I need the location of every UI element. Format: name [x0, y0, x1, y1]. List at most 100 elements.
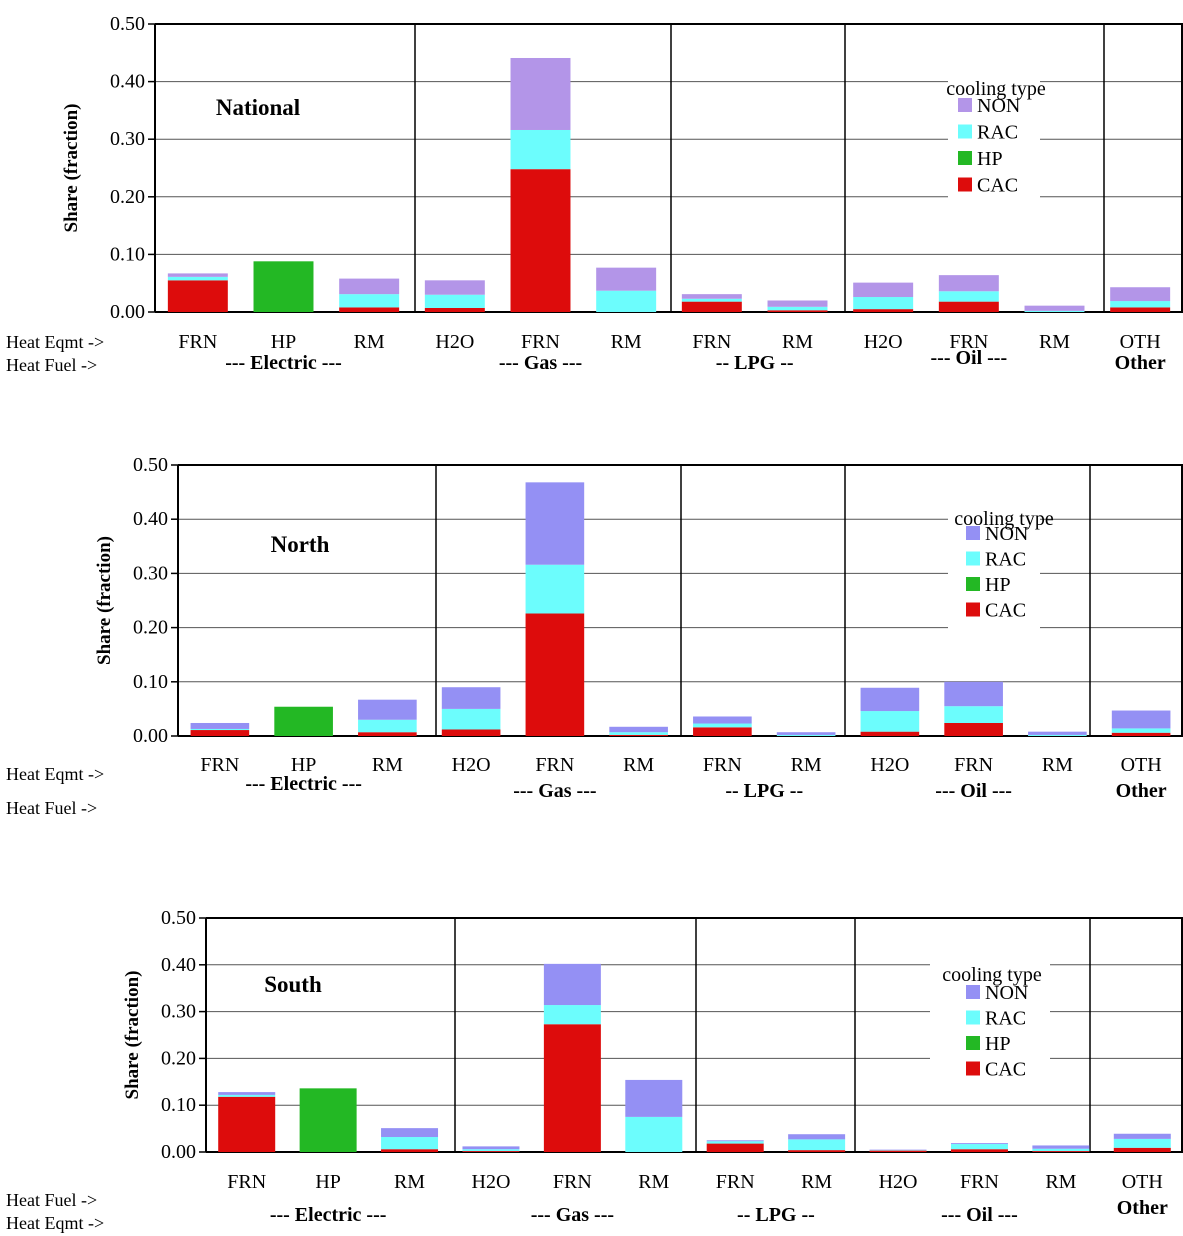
legend-label-rac: RAC: [977, 122, 1018, 144]
bar-segment-non: [543, 963, 601, 1006]
x-category-label: H2O: [452, 754, 491, 776]
bar-segment-non: [625, 1079, 683, 1117]
fuel-group-label: --- Oil ---: [941, 1204, 1018, 1226]
y-tick-label: 0.40: [161, 954, 196, 976]
bar-segment-cac: [788, 1150, 846, 1152]
bar-segment-cac: [462, 1151, 520, 1152]
chart-title: National: [216, 95, 300, 120]
y-tick-label: 0.00: [133, 725, 168, 747]
bar-segment-rac: [358, 719, 417, 733]
x-category-label: HP: [271, 331, 297, 353]
fuel-group-label: --- Gas ---: [499, 352, 582, 374]
x-category-label: RM: [638, 1171, 669, 1193]
legend-label-hp: HP: [985, 574, 1011, 596]
y-tick-label: 0.00: [161, 1141, 196, 1163]
x-category-label: FRN: [954, 754, 993, 776]
legend-label-hp: HP: [985, 1033, 1011, 1055]
fuel-group-label: -- LPG --: [737, 1204, 815, 1226]
legend-swatch-hp: [966, 1036, 980, 1050]
bar-segment-cac: [381, 1149, 439, 1152]
bar-segment-cac: [869, 1150, 927, 1152]
fuel-group-label: --- Electric ---: [270, 1204, 387, 1226]
legend-swatch-hp: [966, 577, 980, 591]
y-tick-label: 0.50: [133, 454, 168, 476]
x-category-label: FRN: [949, 331, 988, 353]
y-tick-label: 0.40: [133, 508, 168, 530]
bar-segment-rac: [1028, 734, 1087, 736]
bar-segment-cac: [938, 301, 999, 312]
legend-swatch-rac: [958, 124, 972, 139]
bar-segment-non: [1032, 1145, 1090, 1149]
fuel-group-label: --- Gas ---: [513, 780, 596, 802]
legend-label-rac: RAC: [985, 549, 1026, 571]
bar-segment-non: [681, 294, 742, 299]
legend-swatch-hp: [958, 151, 972, 165]
fuel-group-label: Other: [1117, 1197, 1168, 1219]
legend-background: [930, 964, 1050, 1094]
y-tick-label: 0.20: [161, 1047, 196, 1069]
x-category-label: FRN: [227, 1171, 266, 1193]
x-category-label: FRN: [553, 1171, 592, 1193]
bar-segment-non: [596, 267, 657, 291]
x-category-label: RM: [623, 754, 654, 776]
bar-segment-rac: [1110, 301, 1171, 308]
bar-segment-cac: [218, 1096, 276, 1152]
bar-segment-cac: [767, 310, 828, 312]
y-tick-label: 0.20: [133, 617, 168, 639]
bar-segment-cac: [167, 280, 228, 312]
bar-segment-rac: [1032, 1148, 1090, 1152]
x-category-label: H2O: [472, 1171, 511, 1193]
y-tick-label: 0.30: [133, 562, 168, 584]
bar-segment-rac: [944, 706, 1003, 723]
bar-segment-non: [776, 732, 836, 735]
bar-segment-rac: [860, 711, 920, 732]
bar-segment-cac: [339, 307, 400, 312]
bar-segment-rac: [776, 734, 836, 736]
x-category-label: RM: [1039, 331, 1070, 353]
x-category-label: OTH: [1121, 754, 1162, 776]
x-category-label: RM: [791, 754, 822, 776]
bar-segment-non: [462, 1146, 520, 1150]
bar-segment-rac: [596, 290, 657, 312]
bar-segment-cac: [441, 729, 501, 736]
fuel-group-label: --- Electric ---: [225, 352, 342, 374]
y-axis-label: Share (fraction): [61, 104, 82, 233]
x-category-label: RM: [611, 331, 642, 353]
x-category-label: HP: [291, 754, 317, 776]
chart-title: North: [271, 532, 330, 557]
fuel-group-label: Other: [1116, 780, 1167, 802]
legend-swatch-non: [958, 98, 972, 112]
bar-segment-rac: [625, 1116, 683, 1152]
row-label: Heat Eqmt ->: [6, 764, 104, 784]
bar-segment-rac: [339, 294, 400, 308]
x-category-label: RM: [394, 1171, 425, 1193]
bar-segment-rac: [788, 1139, 846, 1151]
legend-label-non: NON: [977, 95, 1020, 117]
bar-segment-cac: [944, 722, 1003, 736]
legend-swatch-non: [966, 985, 980, 999]
row-label: Heat Fuel ->: [6, 355, 97, 375]
bar-segment-rac: [1111, 728, 1171, 733]
bar-segment-cac: [1110, 307, 1171, 312]
bar-segment-non: [788, 1134, 846, 1140]
bar-segment-cac: [860, 731, 920, 736]
x-category-label: H2O: [864, 331, 903, 353]
bar-segment-cac: [950, 1149, 1008, 1152]
legend-swatch-cac: [958, 177, 972, 192]
y-axis-label: Share (fraction): [122, 971, 143, 1100]
x-category-label: FRN: [692, 331, 731, 353]
bar-segment-non: [358, 699, 417, 720]
fuel-group-label: --- Oil ---: [935, 780, 1012, 802]
bar-segment-rac: [381, 1137, 439, 1150]
legend-swatch-rac: [966, 1010, 980, 1025]
bar-segment-hp: [274, 706, 333, 736]
y-tick-label: 0.20: [110, 186, 145, 208]
bar-segment-cac: [424, 307, 485, 312]
chart-title: South: [264, 972, 322, 997]
x-category-label: H2O: [879, 1171, 918, 1193]
x-category-label: FRN: [200, 754, 239, 776]
legend-label-non: NON: [985, 523, 1028, 545]
chart-national: 0.00 0.10 0.20 0.30 0.40 0.50 FRN HP RM H2O FRN RM F…: [6, 13, 1183, 375]
x-category-label: HP: [315, 1171, 341, 1193]
